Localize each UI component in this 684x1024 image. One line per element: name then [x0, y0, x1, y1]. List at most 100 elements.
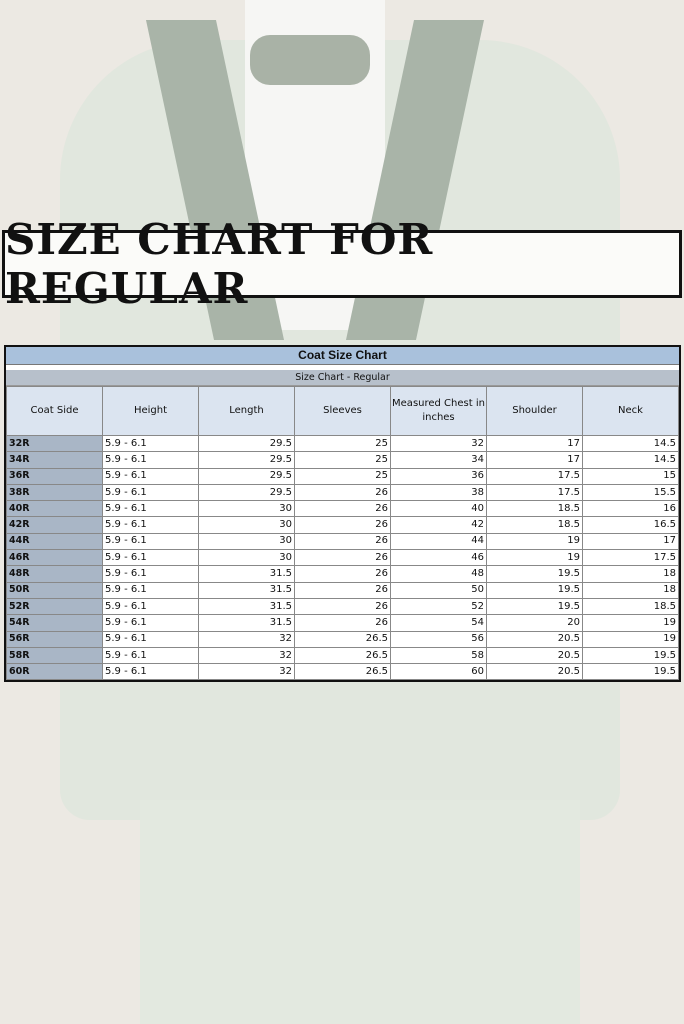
table-row: 32R 5.9 - 6.1 29.5 25 32 17 14.5: [6, 434, 679, 453]
table-row: 48R 5.9 - 6.1 31.5 26 48 19.5 18: [6, 565, 679, 583]
value-cell: 32: [390, 434, 487, 453]
value-cell: 18: [582, 565, 679, 583]
value-cell: 17: [486, 434, 583, 453]
size-cell: 36R: [6, 467, 103, 485]
value-cell: 30: [198, 516, 295, 534]
value-cell: 29.5: [198, 434, 295, 453]
value-cell: 5.9 - 6.1: [102, 663, 199, 681]
size-cell: 46R: [6, 549, 103, 567]
value-cell: 19.5: [582, 663, 679, 681]
table-row: 60R 5.9 - 6.1 32 26.5 60 20.5 19.5: [6, 663, 679, 681]
value-cell: 26.5: [294, 646, 391, 665]
value-cell: 26: [294, 597, 391, 616]
value-cell: 17: [582, 532, 679, 551]
size-cell: 60R: [6, 663, 103, 681]
value-cell: 30: [198, 549, 295, 567]
value-cell: 5.9 - 6.1: [102, 532, 199, 551]
value-cell: 32: [198, 630, 295, 648]
value-cell: 5.9 - 6.1: [102, 500, 199, 518]
value-cell: 56: [390, 630, 487, 648]
size-cell: 50R: [6, 581, 103, 599]
value-cell: 16.5: [582, 516, 679, 534]
size-cell: 48R: [6, 565, 103, 583]
value-cell: 30: [198, 500, 295, 518]
value-cell: 44: [390, 532, 487, 551]
size-cell: 40R: [6, 500, 103, 518]
value-cell: 5.9 - 6.1: [102, 483, 199, 502]
value-cell: 34: [390, 451, 487, 469]
value-cell: 31.5: [198, 597, 295, 616]
table-row: 50R 5.9 - 6.1 31.5 26 50 19.5 18: [6, 581, 679, 599]
value-cell: 20.5: [486, 646, 583, 665]
value-cell: 30: [198, 532, 295, 551]
value-cell: 58: [390, 646, 487, 665]
value-cell: 25: [294, 451, 391, 469]
column-header: Shoulder: [486, 386, 583, 436]
value-cell: 26: [294, 500, 391, 518]
size-cell: 56R: [6, 630, 103, 648]
value-cell: 17: [486, 451, 583, 469]
value-cell: 18.5: [486, 516, 583, 534]
value-cell: 19.5: [486, 565, 583, 583]
value-cell: 19: [486, 549, 583, 567]
table-row: 56R 5.9 - 6.1 32 26.5 56 20.5 19: [6, 630, 679, 648]
table-title: Coat Size Chart: [6, 347, 679, 365]
value-cell: 19.5: [582, 646, 679, 665]
value-cell: 5.9 - 6.1: [102, 549, 199, 567]
value-cell: 5.9 - 6.1: [102, 467, 199, 485]
value-cell: 32: [198, 646, 295, 665]
size-cell: 44R: [6, 532, 103, 551]
value-cell: 5.9 - 6.1: [102, 516, 199, 534]
value-cell: 18: [582, 581, 679, 599]
column-header: Height: [102, 386, 199, 436]
size-cell: 32R: [6, 434, 103, 453]
value-cell: 40: [390, 500, 487, 518]
value-cell: 19: [486, 532, 583, 551]
value-cell: 38: [390, 483, 487, 502]
value-cell: 26.5: [294, 663, 391, 681]
value-cell: 26: [294, 549, 391, 567]
value-cell: 26: [294, 565, 391, 583]
value-cell: 17.5: [486, 467, 583, 485]
size-cell: 34R: [6, 451, 103, 469]
value-cell: 14.5: [582, 451, 679, 469]
value-cell: 5.9 - 6.1: [102, 630, 199, 648]
value-cell: 31.5: [198, 565, 295, 583]
value-cell: 5.9 - 6.1: [102, 646, 199, 665]
value-cell: 26: [294, 516, 391, 534]
value-cell: 15: [582, 467, 679, 485]
value-cell: 46: [390, 549, 487, 567]
value-cell: 26: [294, 532, 391, 551]
table-row: 44R 5.9 - 6.1 30 26 44 19 17: [6, 532, 679, 551]
table-row: 40R 5.9 - 6.1 30 26 40 18.5 16: [6, 500, 679, 518]
table-row: 38R 5.9 - 6.1 29.5 26 38 17.5 15.5: [6, 483, 679, 502]
value-cell: 20.5: [486, 663, 583, 681]
banner-title: SIZE CHART FOR REGULAR: [2, 215, 682, 313]
column-header: Length: [198, 386, 295, 436]
table-subtitle: Size Chart - Regular: [6, 370, 679, 386]
size-cell: 38R: [6, 483, 103, 502]
banner-title-text: SIZE CHART FOR REGULAR: [5, 215, 434, 313]
value-cell: 32: [198, 663, 295, 681]
table-row: 58R 5.9 - 6.1 32 26.5 58 20.5 19.5: [6, 646, 679, 665]
value-cell: 5.9 - 6.1: [102, 434, 199, 453]
value-cell: 18.5: [582, 597, 679, 616]
value-cell: 29.5: [198, 467, 295, 485]
value-cell: 31.5: [198, 581, 295, 599]
value-cell: 18.5: [486, 500, 583, 518]
value-cell: 19: [582, 630, 679, 648]
value-cell: 17.5: [486, 483, 583, 502]
value-cell: 16: [582, 500, 679, 518]
table-row: 42R 5.9 - 6.1 30 26 42 18.5 16.5: [6, 516, 679, 534]
table-row: 36R 5.9 - 6.1 29.5 25 36 17.5 15: [6, 467, 679, 485]
value-cell: 5.9 - 6.1: [102, 614, 199, 632]
size-cell: 58R: [6, 646, 103, 665]
value-cell: 20.5: [486, 630, 583, 648]
value-cell: 20: [486, 614, 583, 632]
value-cell: 17.5: [582, 549, 679, 567]
value-cell: 5.9 - 6.1: [102, 597, 199, 616]
value-cell: 25: [294, 467, 391, 485]
size-cell: 42R: [6, 516, 103, 534]
value-cell: 54: [390, 614, 487, 632]
value-cell: 15.5: [582, 483, 679, 502]
